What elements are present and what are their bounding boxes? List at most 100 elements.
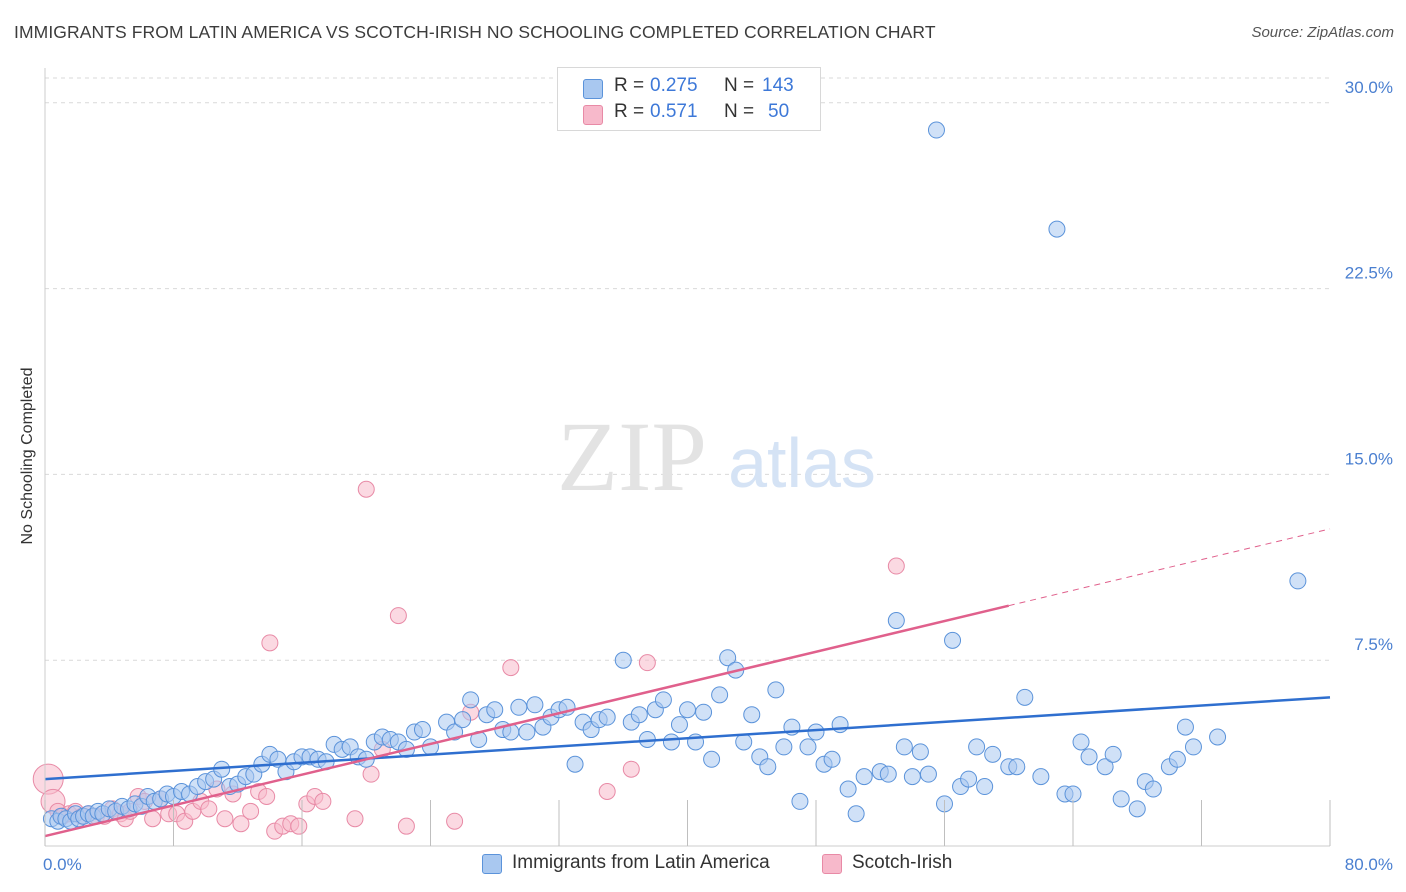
point-latin-america [486,701,504,719]
y-tick-label: 15.0% [1345,449,1393,468]
point-latin-america [526,696,544,714]
point-latin-america [944,631,962,649]
point-latin-america [670,716,688,734]
stats-row-pink: R = 0.571 N = 50 [558,101,820,127]
trendline-scotch-irish [44,604,1010,838]
point-latin-america [903,768,921,786]
watermark-zip: ZIP [557,401,707,512]
point-latin-america [976,778,994,796]
point-scotch-irish [446,812,464,830]
point-latin-america [1289,572,1307,590]
point-latin-america [1209,728,1227,746]
trendline-scotch-irish-extension [1008,528,1331,607]
point-latin-america [703,750,721,768]
y-tick-label: 7.5% [1354,635,1393,654]
point-latin-america [1072,733,1090,751]
point-latin-america [510,698,528,716]
point-latin-america [968,738,986,756]
r-value: 0.571 [650,101,698,122]
point-scotch-irish [389,607,407,625]
point-latin-america [927,121,945,139]
point-latin-america [462,691,480,709]
point-latin-america [1008,758,1026,776]
point-scotch-irish [502,659,520,677]
point-latin-america [735,733,753,751]
legend-swatch-pink [822,854,842,874]
point-scotch-irish [598,782,616,800]
point-latin-america [911,743,929,761]
point-scotch-irish [242,802,260,820]
point-latin-america [823,750,841,768]
grid-layer [45,77,1330,661]
point-latin-america [799,738,817,756]
point-scotch-irish [887,557,905,575]
point-latin-america [1104,745,1122,763]
point-scotch-irish [362,765,380,783]
point-latin-america [1144,780,1162,798]
watermark-atlas: atlas [728,424,876,502]
r-label: R = [614,75,645,96]
point-scotch-irish [258,787,276,805]
point-latin-america [1016,688,1034,706]
point-latin-america [719,649,737,667]
stats-row-blue: R = 0.275 N = 143 [558,75,820,101]
r-label: R = [614,101,645,122]
point-latin-america [1176,718,1194,736]
point-scotch-irish [200,800,218,818]
point-latin-america [1048,220,1066,238]
point-latin-america [791,792,809,810]
point-latin-america [598,708,616,726]
trendline-latin-america [44,696,1331,781]
point-latin-america [454,711,472,729]
point-scotch-irish [261,634,279,652]
point-latin-america [1112,790,1130,808]
y-tick-label: 30.0% [1345,78,1393,97]
point-latin-america [711,686,729,704]
point-scotch-irish [144,810,162,828]
point-latin-america [695,703,713,721]
series-legend: Immigrants from Latin America Scotch-Iri… [0,852,1406,878]
n-value: 50 [768,101,790,122]
source-note: Source: ZipAtlas.com [1251,24,1394,41]
point-latin-america [855,768,873,786]
point-latin-america [1128,800,1146,818]
point-latin-america [413,721,431,739]
point-latin-america [895,738,913,756]
point-scotch-irish [638,654,656,672]
point-latin-america [566,755,584,773]
x-tick-label-max: 80.0% [1345,855,1393,874]
point-latin-america [1032,768,1050,786]
stats-legend: R = 0.275 N = 143 R = 0.571 N = 50 [557,67,821,131]
chart-title: IMMIGRANTS FROM LATIN AMERICA VS SCOTCH-… [14,22,936,42]
point-latin-america [1096,758,1114,776]
point-latin-america [654,691,672,709]
pink-swatch [583,105,603,125]
legend-label: Immigrants from Latin America [512,852,770,873]
point-latin-america [630,706,648,724]
n-label: N = [724,75,755,96]
point-latin-america [679,701,696,719]
point-latin-america [1184,738,1202,756]
n-label: N = [724,101,755,122]
legend-label: Scotch-Irish [852,852,953,873]
point-scotch-irish [357,480,375,498]
point-latin-america [960,770,978,788]
y-tick-label: 22.5% [1345,264,1393,283]
axis-layer: 7.5% 15.0% 22.5% 30.0% 0.0% 80.0% [43,68,1393,874]
point-latin-america [422,738,439,756]
point-latin-america [767,681,785,699]
point-latin-america [743,706,761,724]
point-latin-america [807,723,825,741]
point-latin-america [614,651,632,669]
point-scotch-irish [622,760,640,778]
point-scotch-irish [232,815,250,833]
point-scotch-irish [216,810,234,828]
point-latin-america [847,805,865,823]
trend-layer [44,528,1331,838]
legend-swatch-blue [482,854,502,874]
blue-swatch [583,79,603,99]
point-latin-america [662,733,680,751]
point-scotch-irish [346,810,364,828]
point-latin-america [984,745,1002,763]
